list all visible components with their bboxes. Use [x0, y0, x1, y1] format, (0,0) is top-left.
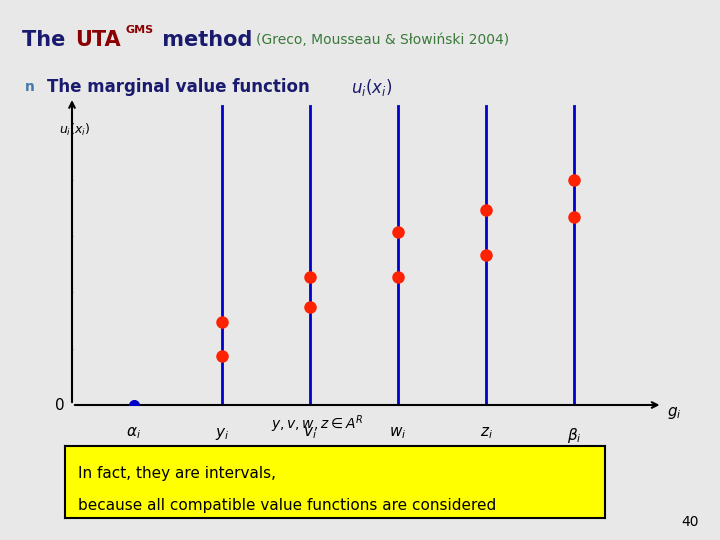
Text: n: n	[25, 80, 35, 94]
Text: $g_i$: $g_i$	[667, 404, 681, 421]
Text: $z_i$: $z_i$	[480, 426, 492, 441]
Text: $y_i$: $y_i$	[215, 426, 229, 442]
Text: $y, v, w, z \in A^R$: $y, v, w, z \in A^R$	[271, 413, 363, 435]
Text: (Greco, Mousseau & Słowiński 2004): (Greco, Mousseau & Słowiński 2004)	[256, 33, 509, 48]
Text: GMS: GMS	[126, 25, 154, 35]
Text: 0: 0	[55, 397, 65, 413]
Text: $\beta_i$: $\beta_i$	[567, 426, 582, 444]
Text: $\alpha_i$: $\alpha_i$	[126, 426, 141, 441]
Text: UTA: UTA	[76, 30, 121, 51]
Text: 40: 40	[681, 515, 698, 529]
Text: In fact, they are intervals,: In fact, they are intervals,	[78, 466, 276, 481]
Text: $w_i$: $w_i$	[390, 426, 407, 441]
Text: The marginal value function: The marginal value function	[47, 78, 315, 97]
Text: The: The	[22, 30, 72, 51]
Text: $u_i(x_i)$: $u_i(x_i)$	[59, 122, 90, 138]
Text: because all compatible value functions are considered: because all compatible value functions a…	[78, 498, 497, 513]
Text: $u_i(x_i)$: $u_i(x_i)$	[351, 77, 393, 98]
Text: $v_i$: $v_i$	[303, 426, 317, 441]
Text: method: method	[155, 30, 252, 51]
